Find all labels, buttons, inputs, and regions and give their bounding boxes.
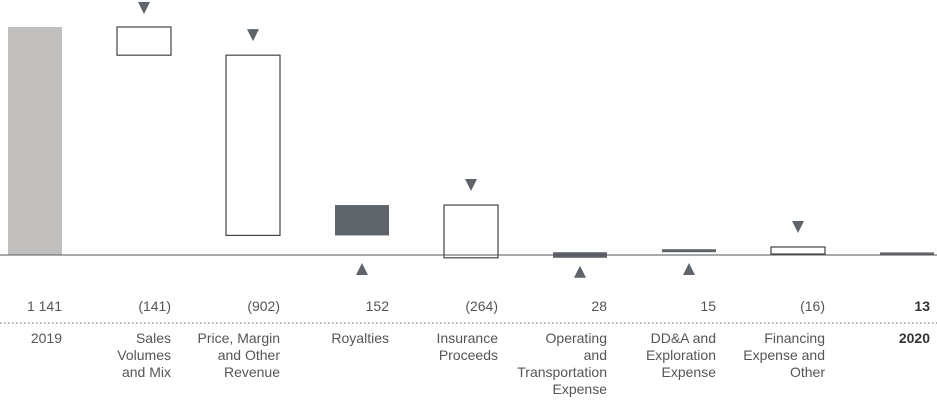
category-label: Operating and Transportation Expense xyxy=(517,330,607,397)
category-label: 2020 xyxy=(899,330,930,346)
markers-layer xyxy=(138,2,804,278)
down-triangle-icon xyxy=(792,221,804,234)
value-label: (141) xyxy=(138,298,171,314)
bar-1 xyxy=(116,26,172,56)
category-label: Insurance Proceeds xyxy=(437,330,499,363)
value-label: 15 xyxy=(700,298,716,314)
category-label: Sales Volumes and Mix xyxy=(117,330,171,380)
value-labels: 1 141 (141) (902) 152 (264) 28 15 (16) 13 xyxy=(27,298,930,314)
bar-3 xyxy=(335,205,389,236)
down-triangle-icon xyxy=(138,2,150,14)
bar-4 xyxy=(443,204,499,259)
bars-layer xyxy=(8,26,934,259)
value-label: (902) xyxy=(247,298,280,314)
value-label: 1 141 xyxy=(27,298,62,314)
category-label: DD&A and Exploration Expense xyxy=(646,330,716,380)
value-label: 152 xyxy=(366,298,390,314)
bar-2 xyxy=(225,54,281,237)
value-label: (16) xyxy=(800,298,825,314)
category-labels: 2019 Sales Volumes and Mix Price, Margin and … xyxy=(31,330,930,397)
value-label: 13 xyxy=(914,298,930,314)
bar-0 xyxy=(8,27,62,255)
bar-7 xyxy=(770,246,826,255)
up-triangle-icon xyxy=(574,265,586,278)
down-triangle-icon xyxy=(465,179,477,192)
down-triangle-icon xyxy=(247,29,259,42)
category-label: Financing Expense and Other xyxy=(743,330,825,380)
bar-8 xyxy=(880,252,934,256)
up-triangle-icon xyxy=(356,263,368,275)
value-label: 28 xyxy=(591,298,607,314)
category-label: 2019 xyxy=(31,330,62,346)
category-label: Royalties xyxy=(331,330,389,346)
category-label: Price, Margin and Other Revenue xyxy=(198,330,281,380)
bar-6 xyxy=(662,249,716,253)
value-label: (264) xyxy=(465,298,498,314)
up-triangle-icon xyxy=(683,263,695,275)
